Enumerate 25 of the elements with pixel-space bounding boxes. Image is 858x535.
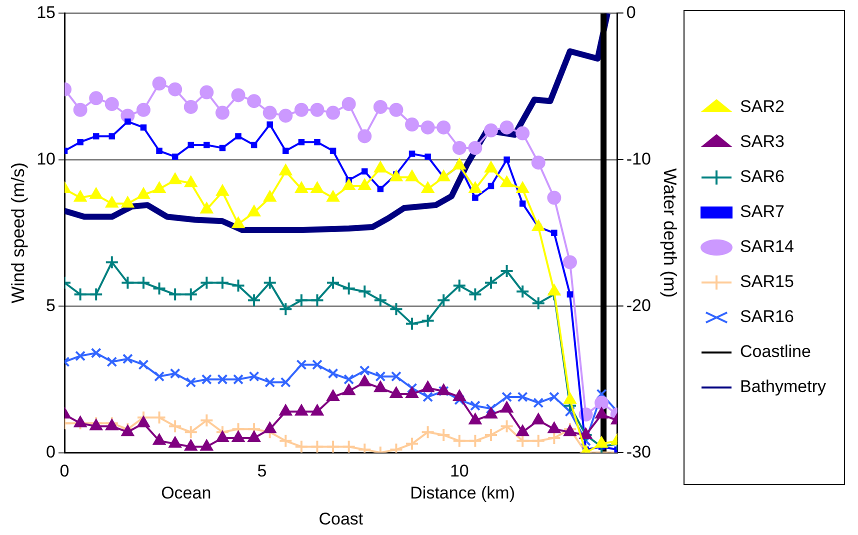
y-tick-label: 5 — [46, 296, 56, 315]
text: Ocean — [161, 484, 212, 503]
x-tick-label: 5 — [257, 461, 267, 480]
legend-label: Bathymetry — [740, 377, 826, 396]
legend-label: SAR7 — [740, 202, 784, 222]
y-tick-label: 10 — [36, 149, 56, 168]
y-tick-label: 15 — [36, 2, 56, 22]
legend-label: SAR3 — [740, 132, 784, 152]
x-tick-label: 0 — [60, 461, 70, 480]
legend-label: SAR15 — [740, 272, 794, 292]
legend-label: SAR2 — [740, 97, 784, 116]
y2-axis-title: Water depth (m) — [660, 168, 680, 298]
y2-tick-label: -10 — [626, 149, 651, 168]
y-axis-title: Wind speed (m/s) — [8, 162, 28, 304]
x-tick-label: 10 — [450, 461, 469, 480]
legend-label: SAR16 — [740, 307, 794, 326]
y2-tick-label: -20 — [626, 296, 651, 315]
legend-label: SAR14 — [740, 237, 794, 256]
y2-tick-label: -30 — [626, 442, 651, 462]
x-axis-title: Distance (km) — [410, 484, 515, 503]
legend-label: SAR6 — [740, 167, 784, 186]
y-tick-label: 0 — [46, 442, 56, 462]
y2-tick-label: 0 — [626, 2, 636, 22]
text: Coast — [318, 510, 364, 529]
legend-label: Coastline — [740, 342, 811, 362]
